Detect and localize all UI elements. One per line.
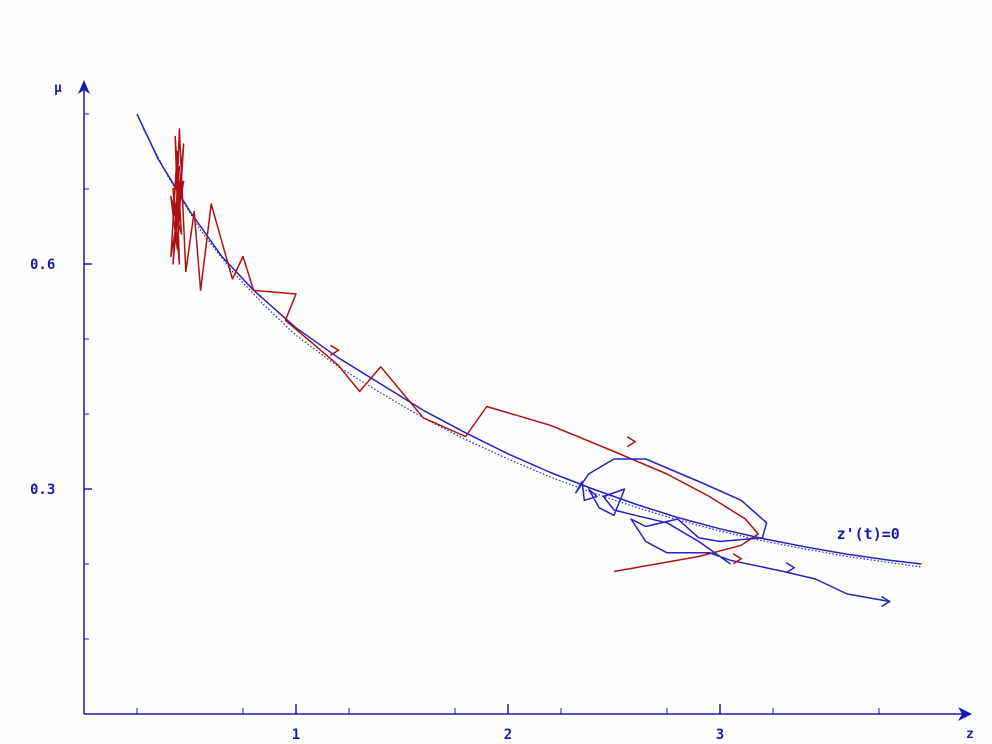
x-axis-arrowhead <box>958 707 972 721</box>
x-axis-title: z <box>966 727 974 742</box>
minor-ticks <box>84 113 880 714</box>
y-axis-title: μ <box>54 81 62 96</box>
direction-arrow-2 <box>785 562 796 574</box>
direction-arrow-3 <box>881 595 892 608</box>
series-line-0 <box>136 113 922 565</box>
annotation-layer: z'(t)=0 <box>837 525 900 543</box>
series-line-3 <box>575 458 890 603</box>
series-line-1 <box>142 128 922 568</box>
y-tick-label: 0.3 <box>30 482 55 498</box>
axes: z μ <box>54 80 974 742</box>
y-tick-label: 0.6 <box>30 257 55 273</box>
series-line-2 <box>170 128 759 573</box>
y-axis-arrowhead <box>78 80 90 94</box>
series-layer <box>136 113 922 603</box>
direction-arrow-0 <box>330 344 340 356</box>
x-tick-label: 1 <box>292 727 300 743</box>
direction-arrow-4 <box>732 553 743 565</box>
x-tick-label: 2 <box>504 727 512 743</box>
annotation-0: z'(t)=0 <box>837 525 900 543</box>
direction-arrow-1 <box>626 436 637 448</box>
x-tick-label: 3 <box>716 727 724 743</box>
tick-labels: 1 2 3 0.3 0.6 <box>30 257 724 743</box>
arrow-layer <box>330 344 892 608</box>
